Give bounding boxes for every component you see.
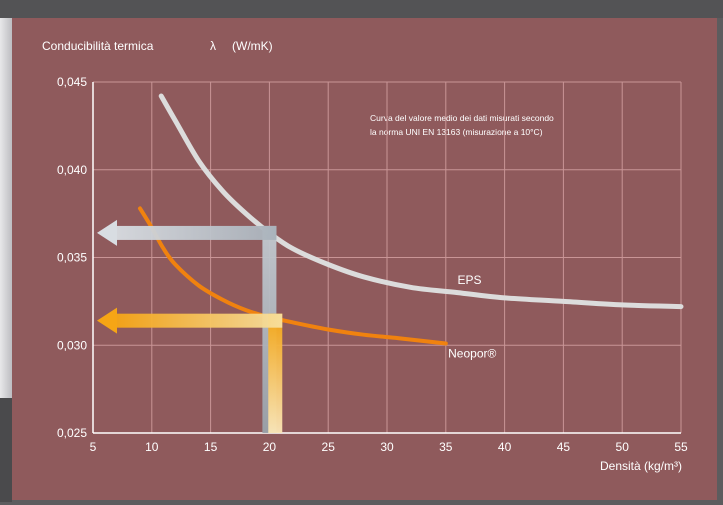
series-label-neopor: Neopor® <box>448 347 496 361</box>
x-tick-label-50: 50 <box>616 440 630 454</box>
annotation-line-1: Curva del valore medio dei dati misurati… <box>370 113 554 123</box>
x-tick-label-40: 40 <box>498 440 512 454</box>
y-tick-label-0,040: 0,040 <box>57 163 87 177</box>
y-axis-unit: (W/mK) <box>232 39 273 53</box>
readout-horizontal-eps <box>115 225 277 240</box>
top-frame-bar <box>0 0 723 18</box>
x-tick-label-15: 15 <box>204 440 218 454</box>
x-tick-label-10: 10 <box>145 440 159 454</box>
readout-horizontal-neopor <box>115 313 283 328</box>
x-tick-label-30: 30 <box>380 440 394 454</box>
grid <box>93 81 682 433</box>
thermal-conductivity-chart: Conducibilità termica λ (W/mK) Densità (… <box>42 39 688 473</box>
left-frame-light <box>0 18 12 398</box>
x-tick-label-20: 20 <box>263 440 277 454</box>
x-tick-label-55: 55 <box>674 440 688 454</box>
tick-labels: 5 10 15 20 25 30 35 40 45 50 55 0,025 0,030 0,035 0,04… <box>57 75 688 454</box>
series-label-eps: EPS <box>458 273 482 287</box>
left-frame-dark <box>0 398 12 502</box>
readout-arrows <box>97 219 283 433</box>
series-line-neopor <box>138 206 448 346</box>
y-tick-label-0,045: 0,045 <box>57 75 87 89</box>
readout-arrowhead-neopor <box>97 307 117 334</box>
x-tick-label-25: 25 <box>322 440 336 454</box>
readout-vertical-neopor <box>268 313 283 433</box>
series-lines <box>138 93 684 346</box>
x-tick-label-35: 35 <box>439 440 453 454</box>
y-tick-label-0,030: 0,030 <box>57 338 87 352</box>
x-tick-label-45: 45 <box>557 440 571 454</box>
series-labels: EPS Neopor® <box>448 273 496 361</box>
y-axis-name: Conducibilità termica <box>42 39 154 53</box>
y-tick-label-0,025: 0,025 <box>57 426 87 440</box>
series-line-eps <box>158 93 684 310</box>
y-axis-symbol: λ <box>210 39 216 53</box>
annotation-line-2: la norma UNI EN 13163 (misurazione a 10°… <box>370 127 543 137</box>
y-tick-label-0,035: 0,035 <box>57 251 87 265</box>
x-axis-label: Densità (kg/m³) <box>600 459 682 473</box>
readout-arrowhead-eps <box>97 219 117 246</box>
x-tick-label-5: 5 <box>90 440 97 454</box>
axes <box>92 82 681 434</box>
chart-panel: Conducibilità termica λ (W/mK) Densità (… <box>12 18 717 500</box>
